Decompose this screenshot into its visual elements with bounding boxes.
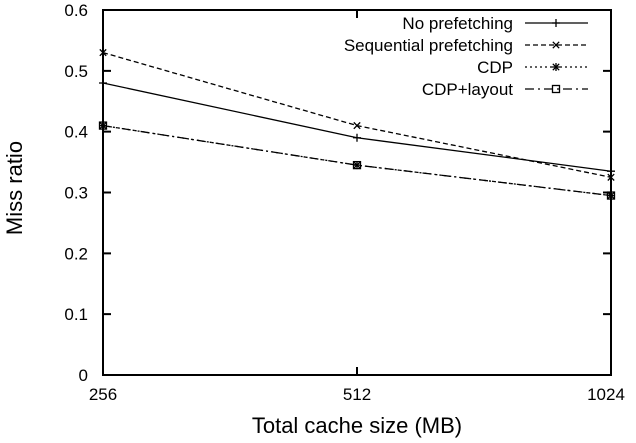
legend-entry-cdp-layout: CDP+layout xyxy=(422,80,588,99)
plot-border xyxy=(102,9,612,376)
cross-marker xyxy=(353,121,361,130)
series-lines xyxy=(102,51,612,197)
y-tick-label: 0 xyxy=(79,366,88,385)
series-line-sequential-prefetching xyxy=(102,51,612,178)
asterisk-marker xyxy=(99,121,107,130)
asterisk-legend-marker xyxy=(552,63,560,71)
axes xyxy=(102,9,612,376)
legend-label: CDP xyxy=(477,58,513,77)
series-line-no-prefetching xyxy=(102,82,612,172)
cross-marker xyxy=(607,173,615,181)
legend-label: Sequential prefetching xyxy=(344,36,513,55)
y-tick-label: 0.4 xyxy=(64,123,88,142)
cross-legend-marker xyxy=(552,41,560,49)
open-square-legend-marker xyxy=(551,84,561,94)
plus-marker xyxy=(353,133,361,142)
y-tick-label: 0.2 xyxy=(64,244,88,263)
cross-marker xyxy=(99,48,107,57)
y-tick-label: 0.3 xyxy=(64,184,88,203)
series-markers xyxy=(98,48,616,200)
y-tick-label: 0.1 xyxy=(64,305,88,324)
y-tick-label: 0.5 xyxy=(64,62,88,81)
x-tick-label: 512 xyxy=(343,385,371,404)
series-line-cdp xyxy=(102,124,612,197)
legend: No prefetching Sequential prefetching CDP C… xyxy=(344,14,588,99)
asterisk-marker xyxy=(353,161,361,170)
y-tick-label: 0.6 xyxy=(64,1,88,20)
open-square-marker xyxy=(606,191,616,200)
x-tick-label: 256 xyxy=(89,385,117,404)
plus-marker xyxy=(99,79,107,87)
plus-legend-marker xyxy=(552,19,560,27)
x-tick-label: 1024 xyxy=(587,385,625,404)
legend-label: CDP+layout xyxy=(422,80,513,99)
plus-marker xyxy=(607,167,615,176)
legend-entry-no-prefetching: No prefetching xyxy=(402,14,588,33)
asterisk-marker xyxy=(607,191,615,200)
open-square-marker xyxy=(352,160,362,170)
legend-label: No prefetching xyxy=(402,14,513,33)
legend-entry-cdp: CDP xyxy=(477,58,588,77)
open-square-marker xyxy=(98,121,108,130)
y-axis-title: Miss ratio xyxy=(2,141,27,235)
x-axis-title: Total cache size (MB) xyxy=(252,413,462,438)
legend-entry-sequential-prefetching: Sequential prefetching xyxy=(344,36,588,55)
tick-labels: 0 0.1 0.2 0.3 0.4 0.5 0.6 256 512 1024 xyxy=(64,1,625,404)
